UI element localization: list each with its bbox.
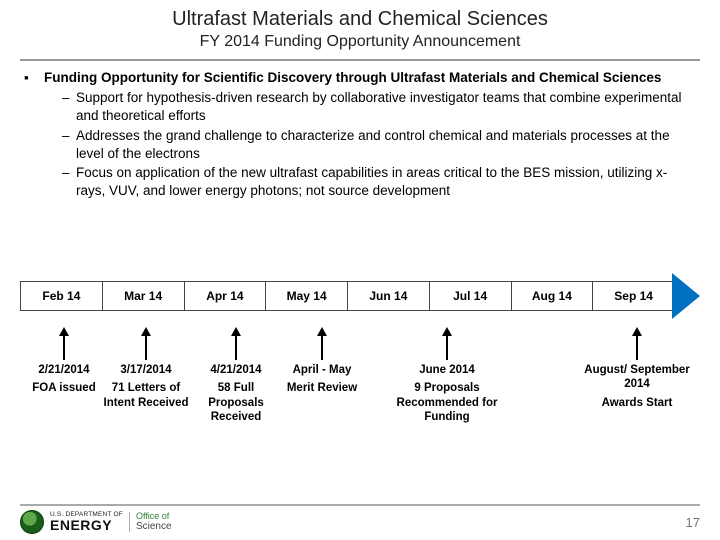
milestone: August/ September 2014 Awards Start [582,327,692,410]
sub-bullet-text: Addresses the grand challenge to charact… [76,127,690,163]
header-divider [20,59,700,61]
timeline-month: Sep 14 [592,282,674,310]
doe-seal-icon [20,510,44,534]
office-top: Office of [136,512,172,522]
timeline-month: Jun 14 [347,282,429,310]
milestone: April - May Merit Review [276,327,368,396]
page-subtitle: FY 2014 Funding Opportunity Announcement [20,33,700,51]
arrow-up-icon [632,327,642,336]
bullet-marker: ▪ [24,69,44,201]
page-number: 17 [686,515,700,530]
milestone-label: 71 Letters of Intent Received [100,381,192,410]
dash-marker: – [62,127,76,163]
timeline-milestones: 2/21/2014 FOA issued 3/17/2014 71 Letters o… [20,327,700,487]
milestone: June 2014 9 Proposals Recommended for Fun… [392,327,502,425]
milestone: 2/21/2014 FOA issued [18,327,110,396]
sub-bullet: –Support for hypothesis-driven research … [62,89,690,125]
milestone: 4/21/2014 58 Full Proposals Received [190,327,282,425]
arrow-stem [63,336,65,360]
arrow-stem [321,336,323,360]
milestone-label: 58 Full Proposals Received [190,381,282,424]
sub-bullet: –Focus on application of the new ultrafa… [62,164,690,200]
office-bottom: Science [136,521,172,532]
milestone: 3/17/2014 71 Letters of Intent Received [100,327,192,410]
arrow-up-icon [141,327,151,336]
arrow-stem [446,336,448,360]
milestone-date: 4/21/2014 [190,363,282,377]
milestone-label: Merit Review [276,381,368,395]
timeline-month: Jul 14 [429,282,511,310]
footer-divider [20,504,700,506]
sub-bullet-text: Support for hypothesis-driven research b… [76,89,690,125]
milestone-date: August/ September 2014 [582,363,692,392]
timeline: Feb 14Mar 14Apr 14May 14Jun 14Jul 14Aug … [20,275,700,487]
arrow-up-icon [59,327,69,336]
arrow-up-icon [231,327,241,336]
milestone-date: 2/21/2014 [18,363,110,377]
milestone-date: 3/17/2014 [100,363,192,377]
timeline-month: Mar 14 [102,282,184,310]
milestone-date: April - May [276,363,368,377]
arrow-stem [636,336,638,360]
arrow-stem [145,336,147,360]
timeline-month: Feb 14 [20,282,102,310]
timeline-bar: Feb 14Mar 14Apr 14May 14Jun 14Jul 14Aug … [20,281,674,311]
timeline-month: May 14 [265,282,347,310]
doe-logo: U.S. DEPARTMENT OF ENERGY Office of Scie… [20,510,172,534]
timeline-month: Apr 14 [184,282,266,310]
page-title: Ultrafast Materials and Chemical Science… [20,8,700,31]
dept-name: ENERGY [50,518,123,532]
main-content: ▪ Funding Opportunity for Scientific Dis… [0,69,720,201]
arrow-up-icon [317,327,327,336]
milestone-label: Awards Start [582,396,692,410]
milestone-date: June 2014 [392,363,502,377]
timeline-arrowhead [672,273,700,319]
dash-marker: – [62,164,76,200]
sub-bullet: –Addresses the grand challenge to charac… [62,127,690,163]
timeline-month: Aug 14 [511,282,593,310]
bullet-heading: Funding Opportunity for Scientific Disco… [44,69,690,87]
milestone-label: 9 Proposals Recommended for Funding [392,381,502,424]
sub-bullet-text: Focus on application of the new ultrafas… [76,164,690,200]
milestone-label: FOA issued [18,381,110,395]
dash-marker: – [62,89,76,125]
arrow-stem [235,336,237,360]
arrow-up-icon [442,327,452,336]
